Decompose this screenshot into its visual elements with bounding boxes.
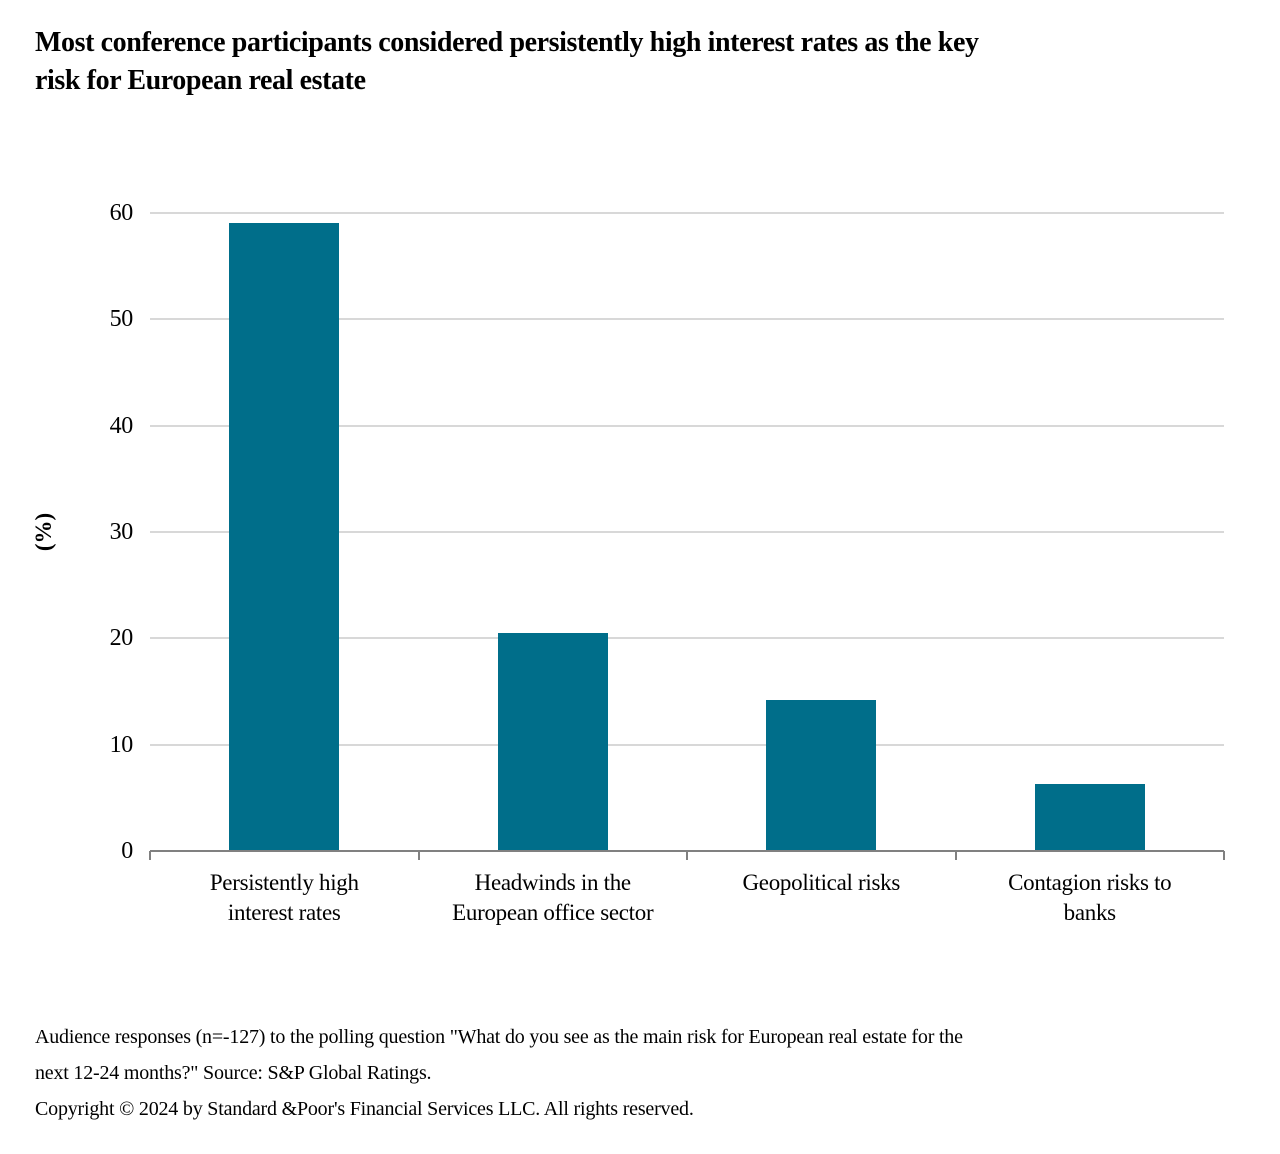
category-label-line: European office sector — [452, 900, 654, 925]
gridline — [150, 424, 1224, 427]
category-label: Headwinds in the European office sector — [419, 868, 688, 928]
gridline — [150, 212, 1224, 214]
footnote-note-line2: next 12-24 months?" Source: S&P Global R… — [35, 1062, 432, 1084]
x-axis-tick — [1223, 851, 1225, 860]
bar — [1034, 784, 1145, 851]
category-label: Persistently high interest rates — [150, 868, 419, 928]
category-label-line: Persistently high — [209, 870, 359, 895]
bar — [497, 633, 608, 851]
footnote-note-line1: Audience responses (n=-127) to the polli… — [35, 1026, 963, 1048]
y-tick-label: 10 — [109, 731, 134, 758]
bar — [229, 222, 340, 851]
chart-title: Most conference participants considered … — [35, 24, 1255, 100]
y-tick-label: 20 — [109, 625, 134, 652]
gridline — [150, 318, 1224, 321]
y-tick-label: 40 — [109, 412, 134, 439]
category-label-line: Headwinds in the — [474, 870, 631, 895]
chart-title-line2: risk for European real estate — [35, 65, 366, 96]
category-label: Contagion risks to banks — [956, 868, 1225, 928]
y-tick-label: 50 — [109, 306, 134, 333]
y-tick-label: 60 — [109, 200, 134, 226]
category-label: Geopolitical risks — [687, 868, 956, 898]
x-axis-tick — [149, 851, 151, 860]
category-label-line: Geopolitical risks — [742, 870, 901, 895]
x-axis-tick — [686, 851, 688, 860]
gridline — [150, 531, 1224, 533]
gridline — [150, 743, 1224, 746]
x-axis-tick — [417, 851, 420, 860]
category-label-line: Contagion risks to — [1008, 870, 1172, 895]
gridline — [150, 637, 1224, 640]
footnote: Audience responses (n=-127) to the polli… — [35, 1019, 1245, 1127]
y-tick-label: 0 — [121, 838, 133, 864]
category-label-line: interest rates — [227, 900, 341, 925]
bar — [766, 700, 877, 851]
y-tick-label: 30 — [109, 519, 134, 545]
chart-title-line1: Most conference participants considered … — [35, 27, 979, 58]
x-axis-tick — [954, 851, 957, 860]
category-label-line: banks — [1063, 900, 1116, 925]
footnote-copyright: Copyright © 2024 by Standard &Poor's Fin… — [35, 1098, 694, 1120]
